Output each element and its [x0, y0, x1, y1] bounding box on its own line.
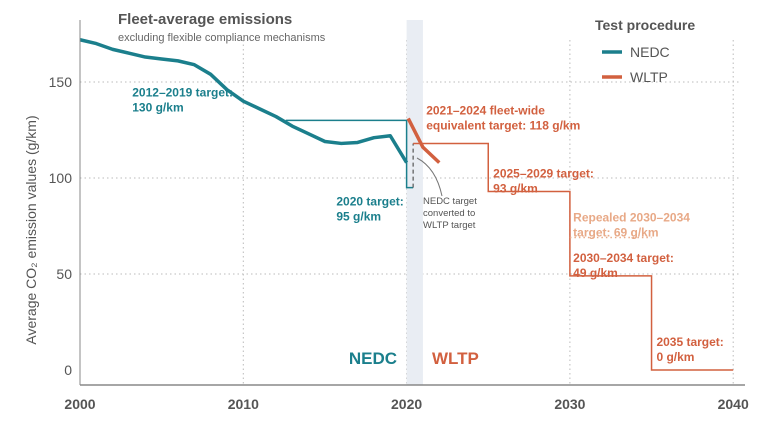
target-label: 2025–2029 target:: [493, 166, 594, 180]
conversion-note-line1: NEDC target: [423, 196, 477, 207]
y-tick-label: 50: [56, 266, 72, 282]
x-tick-label: 2040: [718, 396, 749, 412]
nedc-target-line: [285, 119, 414, 189]
x-tick-label: 2000: [64, 396, 95, 412]
y-tick-label: 100: [49, 170, 73, 186]
legend-label-nedc: NEDC: [630, 44, 670, 60]
wltp-target-line: [413, 142, 734, 371]
target-label: Repealed 2030–2034: [573, 211, 690, 225]
wltp-region-label: WLTP: [432, 349, 479, 368]
conversion-note-line3: WLTP target: [423, 220, 476, 231]
x-tick-label: 2030: [554, 396, 585, 412]
target-label: 2030–2034 target:: [573, 251, 674, 265]
x-tick-label: 2020: [391, 396, 422, 412]
target-label: 2021–2024 fleet-wide: [426, 103, 545, 117]
legend-label-wltp: WLTP: [630, 69, 668, 85]
y-tick-label: 150: [49, 74, 73, 90]
target-value-label: 95 g/km: [336, 210, 381, 224]
target-value-label: 93 g/km: [493, 181, 538, 195]
conversion-note-line2: converted to: [423, 208, 475, 219]
target-label: 2020 target:: [336, 195, 403, 209]
legend-title: Test procedure: [595, 17, 695, 33]
chart-title: Fleet-average emissions: [118, 11, 292, 28]
target-value-label: 49 g/km: [573, 266, 618, 280]
chart-subtitle: excluding flexible compliance mechanisms: [118, 32, 326, 44]
x-tick-label: 2010: [228, 396, 259, 412]
y-axis-label: Average CO₂ emission values (g/km): [23, 115, 39, 344]
target-label: 2012–2019 target:: [132, 85, 233, 99]
target-label: 2035 target:: [656, 335, 723, 349]
transition-band: [406, 20, 423, 385]
target-value-label: equivalent target: 118 g/km: [426, 118, 580, 132]
nedc-region-label: NEDC: [349, 349, 397, 368]
target-value-label: 130 g/km: [132, 100, 183, 114]
conversion-arrow: [416, 157, 443, 197]
y-tick-label: 0: [64, 362, 72, 378]
target-value-label: 0 g/km: [656, 350, 694, 364]
target-value-label: target: 69 g/km: [573, 226, 658, 240]
